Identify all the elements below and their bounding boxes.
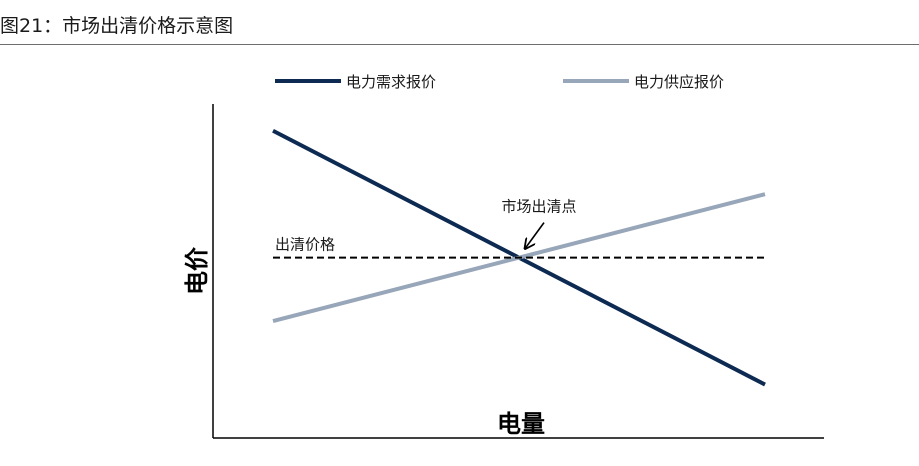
legend-label-supply: 电力供应报价 (634, 73, 724, 91)
legend-label-demand: 电力需求报价 (346, 73, 436, 91)
title-divider (0, 44, 919, 45)
market-clearing-point-arrow (525, 222, 545, 249)
figure-title: 图21：市场出清价格示意图 (0, 15, 234, 37)
clearing-price-label: 出清价格 (275, 236, 335, 254)
x-axis-title: 电量 (497, 410, 545, 438)
market-clearing-point-label: 市场出清点 (501, 198, 576, 216)
legend: 电力需求报价 电力供应报价 (275, 73, 724, 91)
y-axis-title: 电价 (183, 246, 211, 295)
